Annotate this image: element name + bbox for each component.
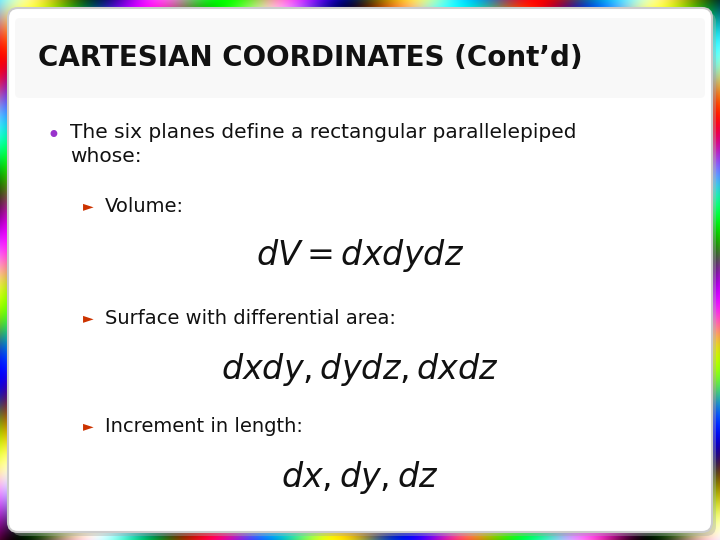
Text: Increment in length:: Increment in length: [105,416,303,435]
Text: Volume:: Volume: [105,197,184,215]
Text: $dx, dy, dz$: $dx, dy, dz$ [282,460,438,496]
Text: ►: ► [83,199,94,213]
FancyBboxPatch shape [15,18,705,98]
Text: $dV = dxdydz$: $dV = dxdydz$ [256,238,464,274]
Text: ►: ► [83,311,94,325]
Text: CARTESIAN COORDINATES (Cont’d): CARTESIAN COORDINATES (Cont’d) [38,44,582,72]
Text: ►: ► [83,419,94,433]
FancyBboxPatch shape [12,12,716,536]
Text: The six planes define a rectangular parallelepiped: The six planes define a rectangular para… [70,124,577,143]
FancyBboxPatch shape [8,8,712,532]
Text: •: • [46,124,60,148]
Text: Surface with differential area:: Surface with differential area: [105,308,396,327]
Text: $dxdy, dydz, dxdz$: $dxdy, dydz, dxdz$ [221,352,499,388]
Text: whose:: whose: [70,146,142,165]
